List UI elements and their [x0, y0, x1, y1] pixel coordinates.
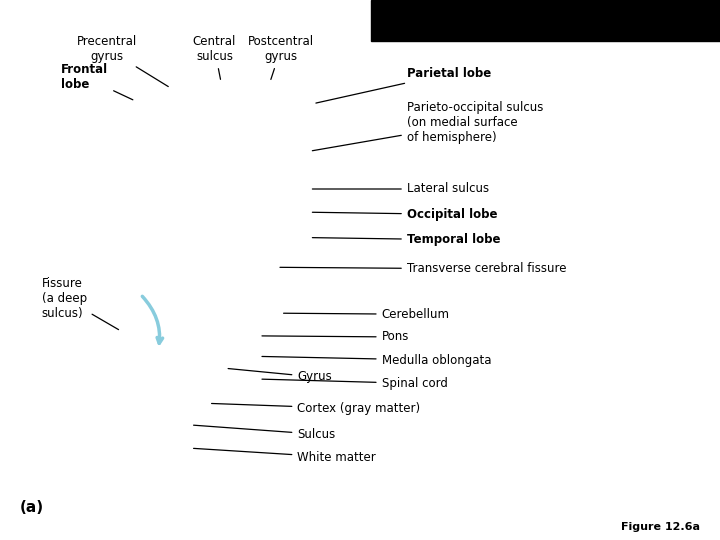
- Text: Occipital lobe: Occipital lobe: [312, 208, 498, 221]
- Text: Lateral sulcus: Lateral sulcus: [312, 183, 489, 195]
- Bar: [371, 0, 720, 40]
- Text: Fissure
(a deep
sulcus): Fissure (a deep sulcus): [42, 276, 119, 329]
- Text: Central
sulcus: Central sulcus: [193, 35, 236, 79]
- Text: Figure 12.6a: Figure 12.6a: [621, 522, 700, 532]
- Text: Sulcus: Sulcus: [194, 425, 336, 441]
- Text: Postcentral
gyrus: Postcentral gyrus: [248, 35, 314, 79]
- Text: Pons: Pons: [262, 330, 409, 343]
- Text: Temporal lobe: Temporal lobe: [312, 233, 500, 246]
- Text: Medulla oblongata: Medulla oblongata: [262, 354, 491, 367]
- Text: Spinal cord: Spinal cord: [262, 377, 447, 390]
- Text: White matter: White matter: [194, 448, 376, 464]
- Text: Cerebellum: Cerebellum: [284, 308, 449, 321]
- Text: Parietal lobe: Parietal lobe: [316, 67, 491, 103]
- Text: Frontal
lobe: Frontal lobe: [61, 63, 133, 100]
- Text: Transverse cerebral fissure: Transverse cerebral fissure: [280, 262, 567, 275]
- Text: Precentral
gyrus: Precentral gyrus: [76, 35, 168, 86]
- Text: Gyrus: Gyrus: [228, 368, 332, 383]
- Text: (a): (a): [20, 500, 45, 515]
- Text: Parieto-occipital sulcus
(on medial surface
of hemisphere): Parieto-occipital sulcus (on medial surf…: [312, 101, 543, 151]
- Text: Cortex (gray matter): Cortex (gray matter): [212, 402, 420, 415]
